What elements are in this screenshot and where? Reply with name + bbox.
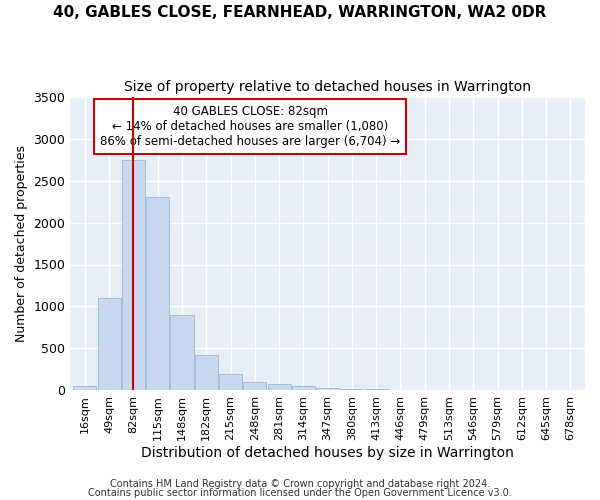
Bar [146,198,169,390]
Text: Contains public sector information licensed under the Open Government Licence v3: Contains public sector information licen… [88,488,512,498]
Text: 40, GABLES CLOSE, FEARNHEAD, WARRINGTON, WA2 0DR: 40, GABLES CLOSE, FEARNHEAD, WARRINGTON,… [53,5,547,20]
Bar [292,386,315,390]
Bar [195,355,218,390]
Bar [243,382,266,390]
Bar [316,388,339,390]
Bar [122,160,145,390]
Bar [268,384,290,390]
Bar [340,389,364,390]
Bar [170,315,194,390]
Bar [365,389,388,390]
Text: 40 GABLES CLOSE: 82sqm
← 14% of detached houses are smaller (1,080)
86% of semi-: 40 GABLES CLOSE: 82sqm ← 14% of detached… [100,106,401,148]
Bar [73,386,97,390]
X-axis label: Distribution of detached houses by size in Warrington: Distribution of detached houses by size … [141,446,514,460]
Y-axis label: Number of detached properties: Number of detached properties [15,145,28,342]
Title: Size of property relative to detached houses in Warrington: Size of property relative to detached ho… [124,80,531,94]
Bar [98,298,121,390]
Text: Contains HM Land Registry data © Crown copyright and database right 2024.: Contains HM Land Registry data © Crown c… [110,479,490,489]
Bar [219,374,242,390]
